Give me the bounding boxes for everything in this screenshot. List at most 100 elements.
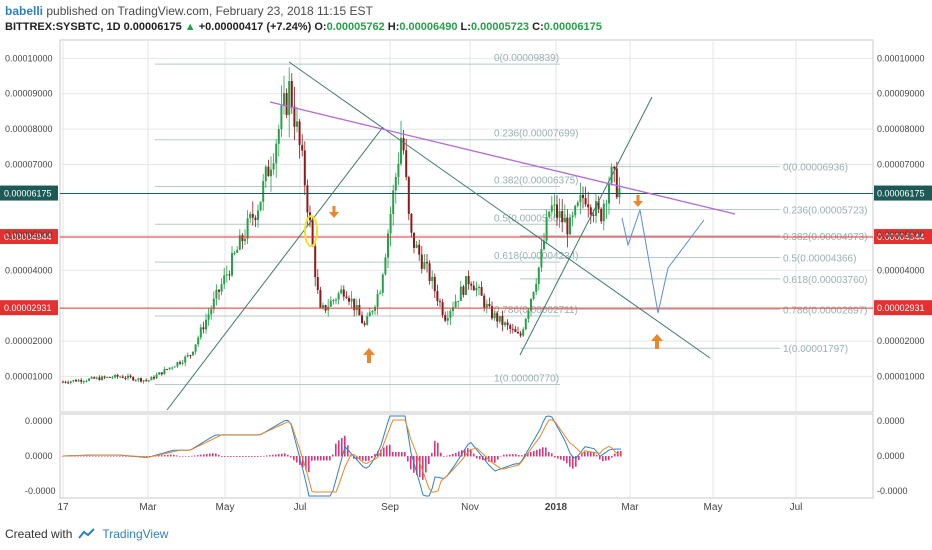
macd-hist-bar: [431, 452, 433, 457]
tradingview-link[interactable]: TradingView: [102, 527, 169, 541]
candle-body: [220, 284, 223, 292]
candle-body: [569, 217, 571, 235]
macd-hist-bar: [242, 456, 244, 457]
candle-body: [85, 380, 88, 382]
trendline-rising-2017: [166, 126, 384, 411]
macd-hist-bar: [317, 456, 319, 461]
macd-hist-bar: [230, 456, 232, 457]
created-with-label: Created with: [5, 527, 73, 541]
candle-body: [176, 362, 179, 367]
macd-hist-bar: [326, 456, 328, 461]
candle-body: [272, 163, 275, 170]
macd-hist-bar: [440, 452, 442, 457]
candle-body: [337, 293, 340, 300]
candle-body: [259, 201, 262, 211]
candle-body: [514, 329, 517, 332]
macd-tick-right: 0.0000: [877, 416, 905, 426]
macd-hist-bar: [446, 455, 448, 457]
main-panel: [59, 39, 874, 413]
macd-hist-bar: [401, 452, 403, 457]
trendline-rising-2018: [519, 96, 653, 356]
candle-body: [218, 289, 220, 292]
macd-hist-bar: [113, 456, 115, 457]
candle-body: [501, 315, 504, 325]
candle-body: [579, 194, 582, 203]
x-tick: 17: [57, 502, 69, 513]
macd-hist-bar: [413, 456, 415, 473]
macd-hist-bar: [434, 440, 436, 457]
macd-hist-bar: [545, 447, 547, 457]
candle-body: [75, 380, 77, 382]
candle-body: [137, 378, 140, 380]
candle-body: [298, 121, 301, 146]
candle-body: [371, 310, 374, 313]
low-value: 0.00005723: [470, 21, 530, 33]
candle-body: [160, 372, 163, 375]
candle-body: [184, 356, 187, 363]
candle-body: [540, 249, 543, 268]
candle-body: [493, 313, 496, 319]
candle-body: [134, 379, 137, 381]
macd-hist-bar: [122, 456, 124, 457]
candle-body: [168, 367, 171, 370]
current-price-text-right: 0.00006175: [877, 189, 925, 199]
candle-body: [556, 204, 558, 218]
macd-hist-bar: [479, 456, 481, 460]
macd-hist-bar: [98, 456, 100, 457]
macd-hist-bar: [164, 454, 166, 457]
macd-hist-bar: [272, 454, 274, 457]
x-tick: Jul: [294, 502, 307, 513]
macd-hist-bar: [188, 456, 190, 457]
macd-hist-bar: [584, 451, 586, 457]
candle-body: [504, 322, 506, 325]
candle-body: [314, 246, 317, 278]
macd-hist-bar: [443, 456, 445, 457]
macd-hist-bar: [377, 451, 379, 457]
fib-level-label: 0.5(0.00005305): [494, 213, 567, 224]
candle-body: [449, 311, 452, 318]
macd-hist-bar: [557, 456, 559, 459]
candle-body: [140, 378, 142, 382]
candle-body: [361, 315, 363, 324]
macd-hist-bar: [308, 456, 310, 473]
candle-body: [249, 213, 252, 219]
macd-hist-bar: [500, 455, 502, 457]
candle-body: [436, 291, 439, 302]
candle-body: [119, 376, 122, 378]
candle-body: [587, 204, 590, 208]
candle-body: [283, 93, 285, 106]
candle-body: [602, 203, 605, 222]
macd-hist-bar: [362, 456, 364, 461]
macd-hist-bar: [359, 456, 361, 461]
macd-hist-bar: [92, 455, 94, 457]
candle-body: [280, 105, 283, 130]
candle-body: [241, 235, 244, 242]
candle-body: [155, 374, 158, 379]
candle-body: [400, 137, 402, 164]
candle-body: [233, 252, 236, 254]
x-tick: May: [216, 502, 235, 513]
candle-body: [311, 220, 314, 247]
candle-body: [452, 307, 454, 312]
support-badge-left: [0, 300, 58, 316]
candle-body: [428, 263, 431, 282]
macd-hist-bar: [536, 449, 538, 457]
macd-hist-bar: [455, 452, 457, 457]
candle-body: [231, 253, 233, 276]
macd-hist-bar: [179, 456, 181, 457]
candle-body: [576, 202, 579, 206]
author-link[interactable]: babelli: [5, 4, 44, 18]
candle-body: [332, 300, 335, 302]
candle-body: [244, 238, 246, 242]
candle-body: [381, 274, 384, 293]
macd-hist-bar: [590, 452, 592, 457]
symbol-label[interactable]: BITTREX:SYSBTC, 1D: [5, 21, 121, 33]
candle-body: [116, 374, 119, 377]
candle-body: [420, 254, 423, 269]
candle-body: [114, 374, 116, 378]
macd-hist-bar: [269, 455, 271, 457]
candle-body: [124, 377, 127, 379]
candle-body: [410, 213, 413, 233]
macd-hist-bar: [248, 456, 250, 457]
